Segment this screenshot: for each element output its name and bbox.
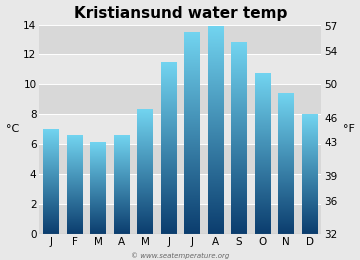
Title: Kristiansund water temp: Kristiansund water temp <box>74 5 287 21</box>
Bar <box>39 84 321 114</box>
Bar <box>39 24 321 54</box>
Bar <box>39 144 321 174</box>
Bar <box>39 174 321 204</box>
Bar <box>39 204 321 234</box>
Bar <box>39 114 321 144</box>
Bar <box>39 54 321 84</box>
Text: © www.seatemperature.org: © www.seatemperature.org <box>131 252 229 259</box>
Y-axis label: °C: °C <box>5 124 19 134</box>
Y-axis label: °F: °F <box>343 124 355 134</box>
